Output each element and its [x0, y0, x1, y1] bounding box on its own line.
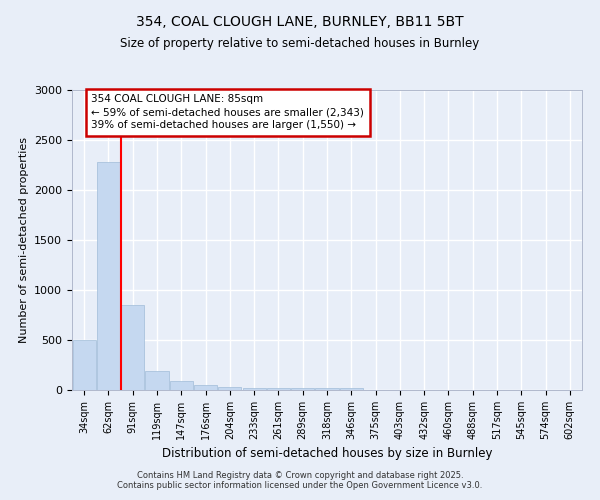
Text: 354 COAL CLOUGH LANE: 85sqm
← 59% of semi-detached houses are smaller (2,343)
39: 354 COAL CLOUGH LANE: 85sqm ← 59% of sem…	[91, 94, 364, 130]
Y-axis label: Number of semi-detached properties: Number of semi-detached properties	[19, 137, 29, 343]
Text: Size of property relative to semi-detached houses in Burnley: Size of property relative to semi-detach…	[121, 38, 479, 51]
Bar	[218, 386, 241, 390]
Bar	[267, 388, 290, 390]
Text: Contains HM Land Registry data © Crown copyright and database right 2025.
Contai: Contains HM Land Registry data © Crown c…	[118, 470, 482, 490]
Bar	[291, 388, 314, 390]
Bar	[242, 388, 266, 390]
Bar	[340, 388, 363, 390]
Bar	[97, 162, 120, 390]
Text: 354, COAL CLOUGH LANE, BURNLEY, BB11 5BT: 354, COAL CLOUGH LANE, BURNLEY, BB11 5BT	[136, 15, 464, 29]
Bar	[194, 385, 217, 390]
Bar	[316, 388, 338, 390]
Bar	[170, 381, 193, 390]
Bar	[145, 371, 169, 390]
X-axis label: Distribution of semi-detached houses by size in Burnley: Distribution of semi-detached houses by …	[162, 448, 492, 460]
Bar	[121, 305, 144, 390]
Bar	[73, 340, 95, 390]
